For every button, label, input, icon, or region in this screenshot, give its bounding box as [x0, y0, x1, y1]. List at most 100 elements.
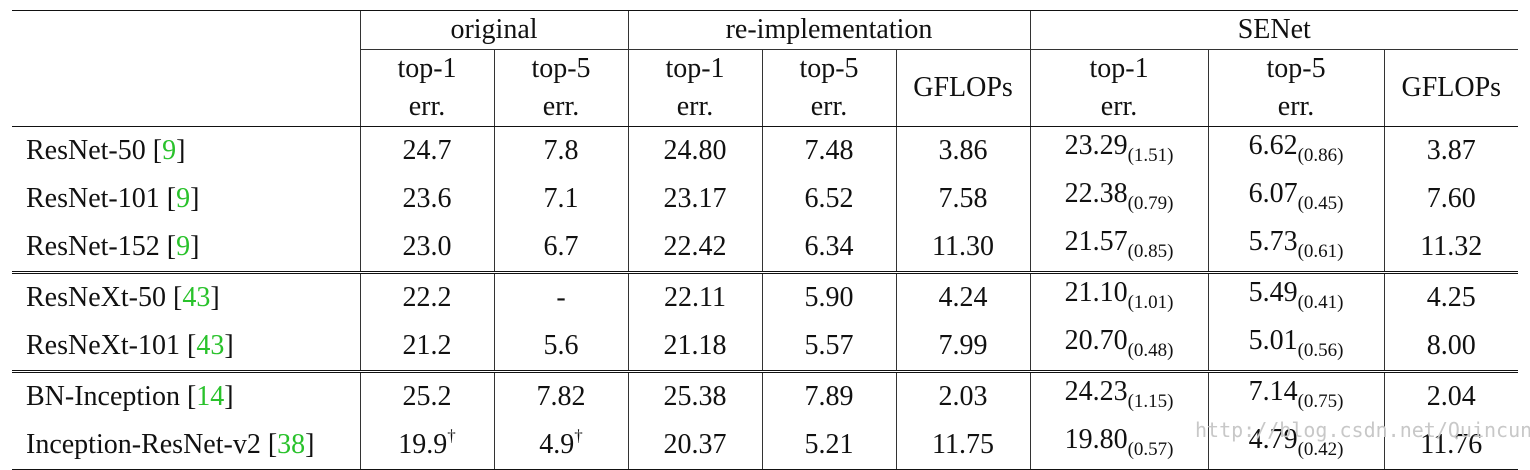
orig-top1: 22.2 — [359, 271, 494, 322]
senet-top5: 5.73(0.61) — [1207, 223, 1385, 273]
reimpl-top1: 25.38 — [627, 370, 762, 421]
senet-top1-value: 21.10 — [1064, 277, 1128, 308]
header-orig-top5: top-5 err. — [493, 49, 628, 127]
senet-top1: 21.57(0.85) — [1029, 223, 1209, 273]
senet-gflops: 11.76 — [1383, 421, 1519, 470]
senet-top1-delta: (1.51) — [1127, 145, 1174, 166]
senet-top5: 5.01(0.56) — [1207, 322, 1385, 372]
header-senet-top5-l2: err. — [1277, 91, 1315, 122]
senet-top1-value: 19.80 — [1064, 424, 1128, 455]
reimpl-top1: 24.80 — [627, 126, 762, 175]
senet-top1-delta: (0.85) — [1127, 241, 1174, 262]
senet-top5-delta: (0.75) — [1297, 391, 1344, 412]
header-orig-top1: top-1 err. — [359, 49, 494, 127]
senet-top5-value: 7.14 — [1248, 376, 1298, 407]
header-reimpl-top5-l2: err. — [810, 91, 848, 122]
header-row-metrics: top-1 err. top-5 err. top-1 err. top-5 err. … — [12, 49, 1519, 127]
reimpl-top5: 5.57 — [761, 322, 896, 372]
orig-top5: 7.82 — [493, 370, 628, 421]
senet-top5-value: 5.49 — [1248, 277, 1298, 308]
header-orig-top5-l1: top-5 — [531, 53, 591, 84]
orig-top1: 23.0 — [359, 223, 494, 273]
orig-top1: 19.9† — [359, 421, 494, 470]
header-senet-top1: top-1 err. — [1029, 49, 1209, 127]
header-reimpl-top1-l1: top-1 — [665, 53, 725, 84]
header-senet-top1-l2: err. — [1100, 91, 1138, 122]
bracket-open: [ — [166, 231, 177, 262]
citation-link[interactable]: 43 — [182, 282, 211, 313]
model-label: ResNet-101 — [26, 183, 167, 214]
model-name: ResNeXt-50 [43] — [12, 271, 360, 322]
bracket-close: ] — [176, 135, 186, 166]
orig-top1: 25.2 — [359, 370, 494, 421]
senet-top1: 21.10(1.01) — [1029, 271, 1209, 322]
senet-top1-delta: (0.79) — [1127, 193, 1174, 214]
citation-link[interactable]: 9 — [176, 183, 191, 214]
orig-top5: 7.8 — [493, 126, 628, 175]
orig-top5: 6.7 — [493, 223, 628, 273]
senet-top1-value: 20.70 — [1064, 325, 1128, 356]
dagger-mark: † — [574, 426, 583, 445]
senet-top1-delta: (0.48) — [1127, 340, 1174, 361]
citation-link[interactable]: 9 — [162, 135, 177, 166]
senet-top5-delta: (0.61) — [1297, 241, 1344, 262]
model-name: ResNet-152 [9] — [12, 223, 360, 273]
header-reimplementation: re-implementation — [627, 10, 1031, 50]
reimpl-top5: 7.89 — [761, 370, 896, 421]
bracket-open: [ — [166, 183, 177, 214]
model-name: Inception-ResNet-v2 [38] — [12, 421, 360, 470]
citation-link[interactable]: 43 — [196, 330, 225, 361]
senet-top5-delta: (0.56) — [1297, 340, 1344, 361]
header-row-groups: original re-implementation SENet — [12, 10, 1519, 50]
senet-top5: 6.07(0.45) — [1207, 175, 1385, 223]
orig-top1-value: 19.9 — [398, 429, 448, 460]
model-label: ResNeXt-50 — [26, 282, 173, 313]
table-row: ResNeXt-101 [43] 21.2 5.6 21.18 5.57 7.9… — [12, 322, 1519, 372]
bracket-close: ] — [224, 381, 234, 412]
header-senet-top5: top-5 err. — [1207, 49, 1385, 127]
header-orig-top5-l2: err. — [542, 91, 580, 122]
bracket-close: ] — [224, 330, 234, 361]
reimpl-top5: 7.48 — [761, 126, 896, 175]
table-row: ResNet-50 [9] 24.7 7.8 24.80 7.48 3.86 2… — [12, 126, 1519, 176]
senet-top5: 6.62(0.86) — [1207, 126, 1385, 175]
senet-gflops: 11.32 — [1383, 223, 1519, 273]
table-row: ResNet-152 [9] 23.0 6.7 22.42 6.34 11.30… — [12, 223, 1519, 273]
senet-top5: 7.14(0.75) — [1207, 370, 1385, 421]
senet-top5-value: 4.79 — [1248, 424, 1298, 455]
reimpl-gflops: 11.30 — [895, 223, 1031, 273]
citation-link[interactable]: 14 — [196, 381, 225, 412]
orig-top5: 5.6 — [493, 322, 628, 372]
model-label: ResNet-50 — [26, 135, 153, 166]
reimpl-gflops: 7.58 — [895, 175, 1031, 223]
senet-gflops: 8.00 — [1383, 322, 1519, 372]
model-label: BN-Inception — [26, 381, 187, 412]
bracket-close: ] — [190, 183, 200, 214]
bracket-close: ] — [305, 429, 315, 460]
model-name: ResNet-50 [9] — [12, 127, 360, 176]
senet-top5: 5.49(0.41) — [1207, 271, 1385, 322]
model-label: Inception-ResNet-v2 — [26, 429, 268, 460]
citation-link[interactable]: 38 — [277, 429, 306, 460]
bracket-open: [ — [186, 330, 197, 361]
table-row: BN-Inception [14] 25.2 7.82 25.38 7.89 2… — [12, 370, 1519, 421]
senet-top1: 24.23(1.15) — [1029, 370, 1209, 421]
header-empty-cell — [12, 10, 360, 50]
reimpl-gflops: 2.03 — [895, 370, 1031, 421]
header-senet-top1-l1: top-1 — [1089, 53, 1149, 84]
senet-top5-delta: (0.45) — [1297, 193, 1344, 214]
model-name: BN-Inception [14] — [12, 370, 360, 421]
header-reimpl-top5-l1: top-5 — [799, 53, 859, 84]
orig-top1: 24.7 — [359, 126, 494, 175]
header-reimpl-top1-l2: err. — [676, 91, 714, 122]
reimpl-top1: 23.17 — [627, 175, 762, 223]
bracket-open: [ — [152, 135, 163, 166]
senet-top1-value: 22.38 — [1064, 178, 1128, 209]
header-orig-top1-l1: top-1 — [397, 53, 457, 84]
reimpl-top5: 6.34 — [761, 223, 896, 273]
table-row: ResNeXt-50 [43] 22.2 - 22.11 5.90 4.24 2… — [12, 271, 1519, 322]
bracket-open: [ — [267, 429, 278, 460]
model-label: ResNeXt-101 — [26, 330, 187, 361]
citation-link[interactable]: 9 — [176, 231, 191, 262]
bracket-open: [ — [172, 282, 183, 313]
